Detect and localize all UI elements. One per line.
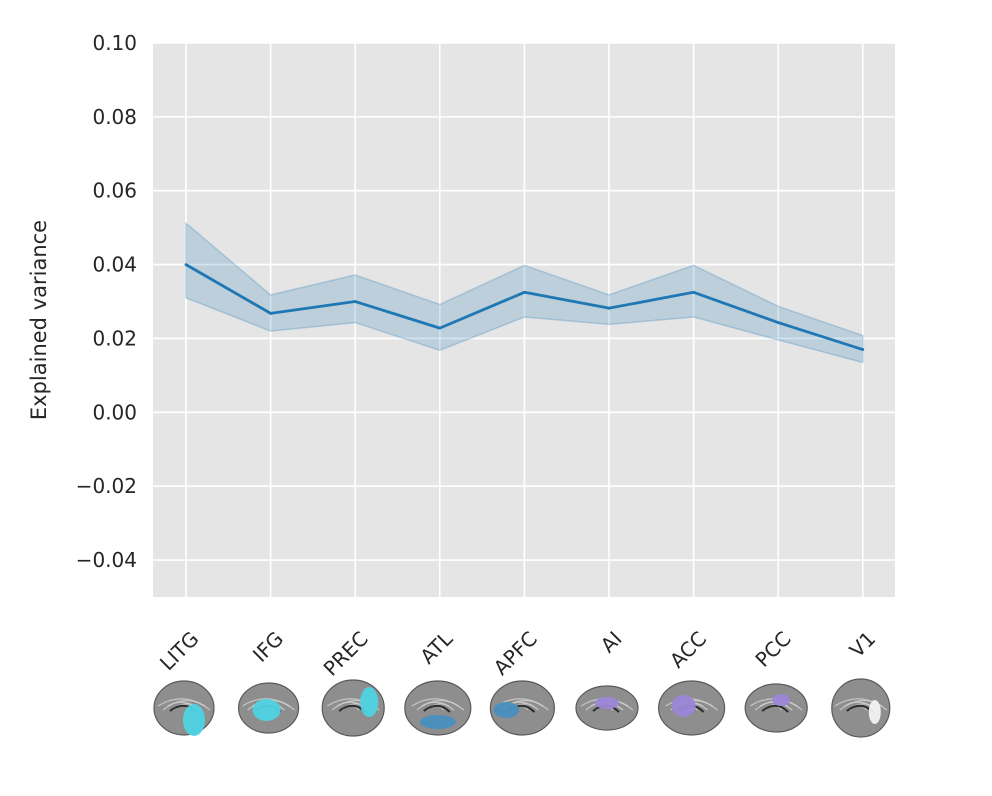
x-tick-label: ATL	[415, 626, 458, 669]
region-highlight	[252, 699, 281, 721]
x-tick-label: ACC	[665, 627, 711, 673]
brain-thumbnail	[404, 680, 472, 736]
x-tick-label: PCC	[750, 627, 795, 672]
x-tick-labels: LITG IFG PREC ATL APFC AI ACC PCC V1	[155, 626, 880, 681]
y-tick-label: −0.02	[76, 474, 137, 498]
region-highlight	[868, 700, 881, 724]
region-highlight	[493, 702, 520, 718]
x-tick-label: LITG	[155, 627, 204, 676]
data-point	[269, 311, 272, 315]
brain-thumbnail	[153, 680, 215, 736]
data-point	[353, 300, 357, 303]
region-highlight	[360, 687, 379, 717]
data-point	[607, 306, 611, 310]
data-point	[776, 321, 780, 324]
data-point	[523, 290, 526, 294]
region-highlight	[183, 704, 205, 736]
data-point	[692, 290, 695, 294]
region-highlight	[419, 715, 456, 729]
data-point	[184, 263, 188, 266]
brain-thumbnail	[321, 679, 385, 737]
x-tick-label: AI	[596, 627, 627, 658]
region-highlight	[671, 695, 696, 717]
x-tick-label: PREC	[319, 627, 373, 681]
brain-thumbnail	[744, 683, 808, 733]
data-point	[861, 348, 865, 351]
y-tick-label: −0.04	[76, 548, 137, 572]
brain-thumbnail	[489, 680, 556, 736]
region-highlight	[772, 694, 791, 706]
x-tick-label: APFC	[489, 627, 542, 680]
y-tick-label: 0.08	[92, 105, 137, 129]
y-axis-label: Explained variance	[27, 220, 51, 420]
brain-thumbnail	[575, 685, 639, 731]
x-tick-label: V1	[845, 627, 881, 663]
series-line	[184, 263, 865, 351]
y-tick-label: 0.10	[92, 31, 137, 55]
y-tick-labels: −0.04 −0.02 0.00 0.02 0.04 0.06 0.08 0.10	[76, 31, 137, 572]
brain-thumbnail	[238, 682, 300, 734]
y-tick-label: 0.04	[92, 253, 137, 277]
brain-thumbnail	[831, 678, 891, 738]
grid-lines	[153, 42, 895, 597]
brain-thumbnails	[153, 678, 891, 738]
data-point	[438, 326, 442, 330]
x-tick-label: IFG	[248, 627, 288, 667]
y-tick-label: 0.06	[92, 179, 137, 203]
region-highlight	[595, 697, 619, 709]
y-tick-label: 0.00	[92, 400, 137, 424]
brain-thumbnail	[657, 680, 726, 736]
y-tick-label: 0.02	[92, 326, 137, 350]
